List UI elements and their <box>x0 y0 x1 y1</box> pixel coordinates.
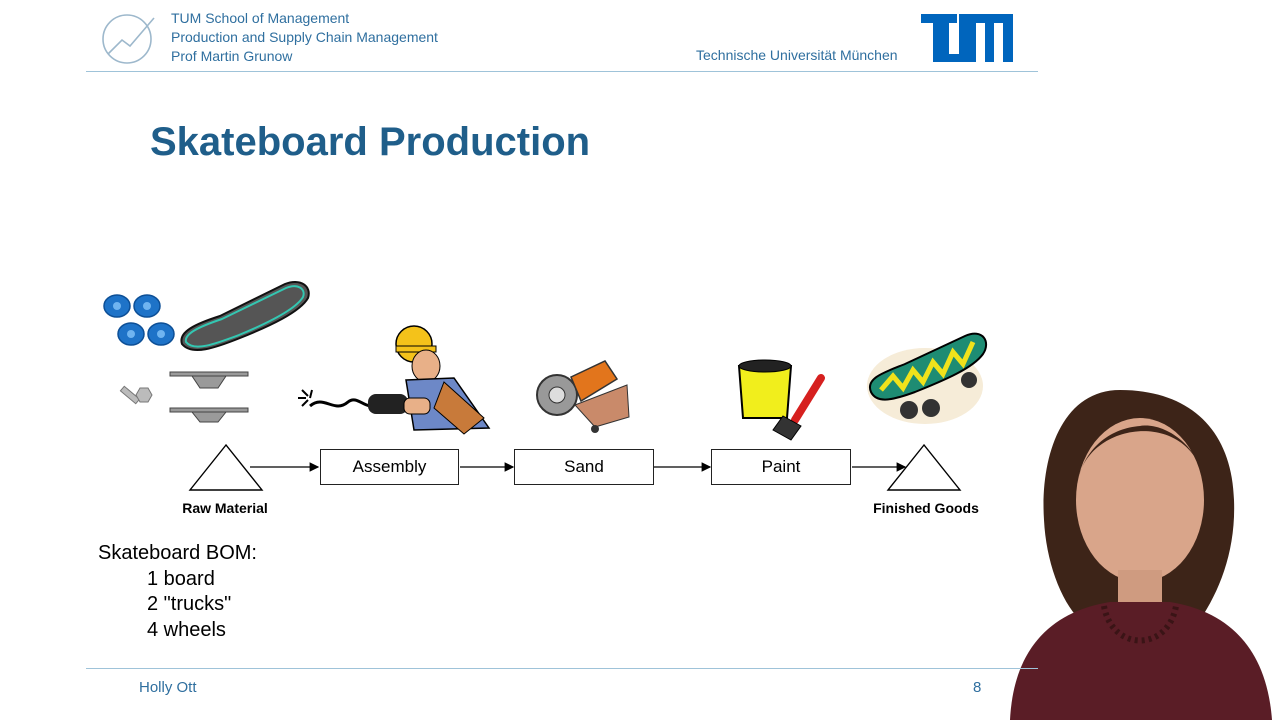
bom-heading: Skateboard BOM: <box>98 541 257 567</box>
process-step-sand: Sand <box>514 449 654 485</box>
raw-material-label: Raw Material <box>165 500 285 516</box>
process-step-paint: Paint <box>711 449 851 485</box>
bom-item: 2 "trucks" <box>98 592 257 618</box>
bill-of-materials: Skateboard BOM: 1 board 2 "trucks" 4 whe… <box>98 541 257 643</box>
bom-item: 1 board <box>98 567 257 593</box>
presenter-video <box>1000 370 1280 720</box>
footer-rule <box>86 668 1038 669</box>
finished-goods-label: Finished Goods <box>856 500 996 516</box>
bom-item: 4 wheels <box>98 618 257 644</box>
process-step-assembly: Assembly <box>320 449 459 485</box>
presenter-name: Holly Ott <box>139 679 197 696</box>
page-number: 8 <box>973 679 981 696</box>
